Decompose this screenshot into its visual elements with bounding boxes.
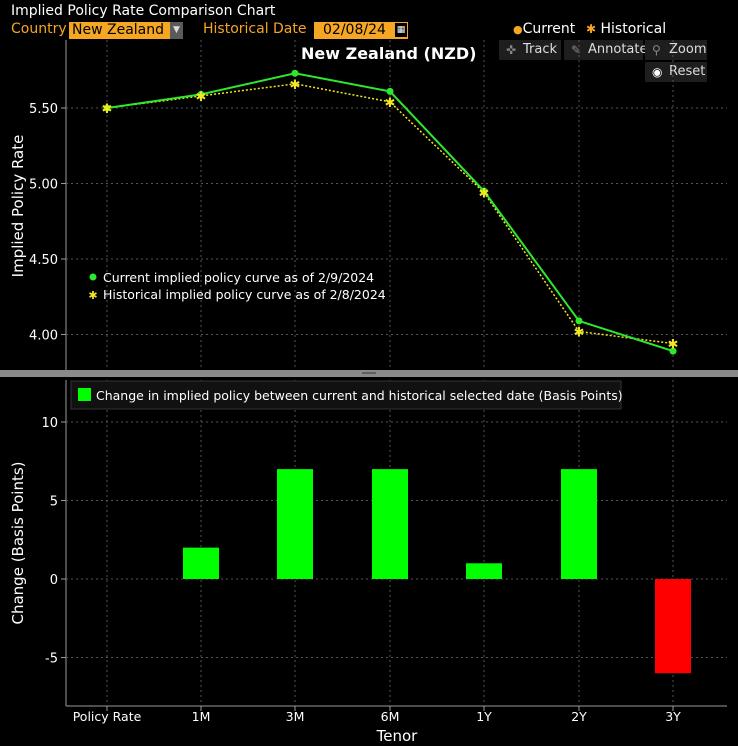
pencil-icon: ✎ bbox=[571, 43, 582, 57]
bottom-bar-chart: 10 5 0 -5 Change (Basis Points) Change in imp… bbox=[9, 380, 727, 745]
zoom-label: Zoom bbox=[669, 42, 707, 57]
legend-historical-marker: ✱ bbox=[88, 289, 97, 302]
current-point[interactable] bbox=[669, 347, 677, 355]
x-tick-label: 3M bbox=[286, 709, 305, 724]
current-point[interactable] bbox=[575, 317, 583, 325]
reset-button[interactable]: ◉ Reset bbox=[645, 62, 707, 82]
top-y-tick-label: 5.50 bbox=[29, 102, 58, 117]
historical-point[interactable]: ✱ bbox=[668, 338, 679, 353]
zoom-button[interactable]: ⚲ Zoom bbox=[645, 40, 707, 60]
x-tick-label: 1M bbox=[192, 709, 211, 724]
bottom-y-axis-label: Change (Basis Points) bbox=[9, 461, 27, 624]
legend-current-text: Current implied policy curve as of 2/9/2… bbox=[103, 270, 374, 285]
legend-current: ●Current bbox=[513, 21, 575, 37]
chart-title: New Zealand (NZD) bbox=[301, 44, 477, 63]
annotate-label: Annotate bbox=[588, 42, 648, 57]
track-button[interactable]: ✜ Track bbox=[499, 40, 561, 60]
track-label: Track bbox=[523, 42, 558, 57]
country-label: Country bbox=[11, 21, 67, 37]
historical-point[interactable]: ✱ bbox=[290, 78, 301, 93]
historical-series-line bbox=[106, 83, 674, 345]
legend-bar-text: Change in implied policy between current… bbox=[96, 388, 623, 403]
x-axis-label: Tenor bbox=[376, 727, 419, 745]
top-y-tick-label: 5.00 bbox=[29, 178, 58, 193]
magnifier-icon: ⚲ bbox=[652, 43, 661, 57]
change-bar[interactable] bbox=[655, 579, 691, 674]
historical-point[interactable]: ✱ bbox=[479, 187, 490, 202]
legend-box bbox=[70, 380, 622, 410]
country-value: New Zealand bbox=[72, 22, 164, 38]
chevron-down-icon[interactable]: ▼ bbox=[170, 22, 183, 39]
historical-date-label: Historical Date bbox=[203, 21, 307, 37]
current-point[interactable] bbox=[103, 104, 111, 112]
top-chart-legend: Current implied policy curve as of 2/9/2… bbox=[88, 270, 385, 302]
bottom-y-tick-label: 5 bbox=[50, 495, 58, 510]
historical-point[interactable]: ✱ bbox=[196, 90, 207, 105]
legend-current-marker bbox=[89, 273, 97, 281]
bottom-chart-legend: Change in implied policy between current… bbox=[70, 380, 623, 410]
bottom-y-tick-label: 10 bbox=[41, 416, 58, 431]
top-y-axis-label: Implied Policy Rate bbox=[9, 135, 27, 278]
historical-point[interactable]: ✱ bbox=[102, 102, 113, 117]
legend-current-label: Current bbox=[522, 21, 576, 37]
historical-date-value: 02/08/24 bbox=[323, 22, 386, 38]
x-tick-label: Policy Rate bbox=[73, 709, 142, 724]
calendar-icon[interactable]: ▦ bbox=[395, 23, 407, 37]
current-point[interactable] bbox=[386, 87, 394, 95]
legend-bar-swatch bbox=[78, 388, 91, 401]
current-series-line bbox=[106, 72, 674, 353]
window-title: Implied Policy Rate Comparison Chart bbox=[11, 3, 276, 19]
change-bar[interactable] bbox=[183, 547, 219, 579]
x-tick-label: 1Y bbox=[476, 709, 492, 724]
bottom-y-tick-label: 0 bbox=[50, 573, 58, 588]
current-point[interactable] bbox=[291, 69, 299, 77]
change-bar[interactable] bbox=[466, 563, 502, 579]
crosshair-icon: ✜ bbox=[506, 43, 517, 57]
change-bar[interactable] bbox=[372, 469, 408, 579]
historical-star-icon: ✱ bbox=[586, 22, 597, 36]
current-dot-icon: ● bbox=[513, 23, 523, 36]
reset-label: Reset bbox=[669, 64, 706, 79]
country-select[interactable]: New Zealand ▼ bbox=[69, 22, 183, 39]
current-point[interactable] bbox=[480, 187, 488, 195]
legend-historical: ✱ Historical bbox=[586, 21, 666, 37]
x-tick-label: 3Y bbox=[665, 709, 681, 724]
top-line-chart: 5.50 5.00 4.50 4.00 Implied Policy Rate ✱ ✱ ✱ ✱ ✱… bbox=[9, 40, 727, 370]
x-tick-label: 2Y bbox=[571, 709, 587, 724]
historical-point[interactable]: ✱ bbox=[574, 325, 585, 340]
legend-historical-text: Historical implied policy curve as of 2/… bbox=[103, 287, 386, 302]
change-bar[interactable] bbox=[561, 469, 597, 579]
x-tick-label: 6M bbox=[381, 709, 400, 724]
current-point[interactable] bbox=[197, 90, 205, 98]
legend-historical-label: Historical bbox=[600, 21, 667, 37]
change-bar[interactable] bbox=[277, 469, 313, 579]
top-y-tick-label: 4.50 bbox=[29, 253, 58, 268]
annotate-button[interactable]: ✎ Annotate bbox=[564, 40, 647, 60]
historical-date-input[interactable]: 02/08/24 ▦ bbox=[314, 22, 408, 39]
bottom-y-tick-label: -5 bbox=[45, 652, 58, 667]
top-y-tick-label: 4.00 bbox=[29, 329, 58, 344]
reset-dot-icon: ◉ bbox=[652, 65, 663, 79]
historical-point[interactable]: ✱ bbox=[385, 96, 396, 111]
